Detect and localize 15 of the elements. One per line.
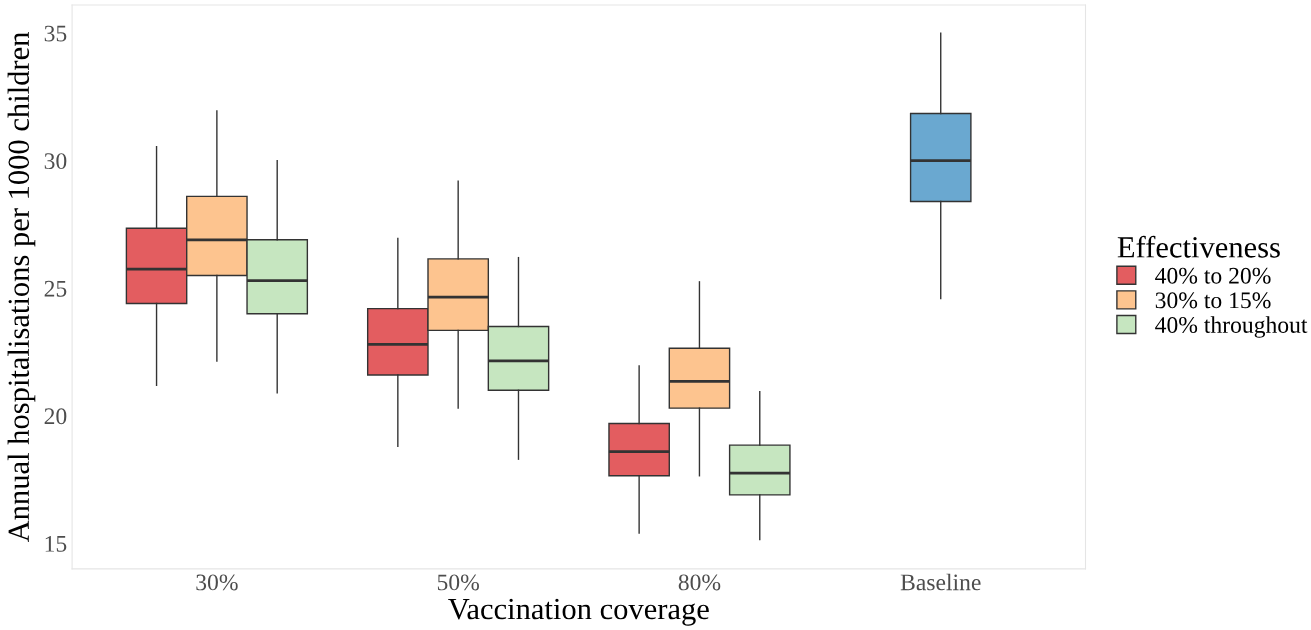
y-tick-label: 35 xyxy=(44,25,67,42)
x-tick-label: Baseline xyxy=(900,573,981,591)
legend-label: 40% throughout xyxy=(1155,316,1308,338)
x-tick-label: 30% xyxy=(196,574,238,591)
legend-label: 40% to 20% xyxy=(1155,267,1271,284)
x-axis-title: Vaccination coverage xyxy=(448,598,709,626)
y-tick-label: 25 xyxy=(44,280,67,297)
y-axis-title: Annual hospitalisations per 1000 children xyxy=(7,32,36,543)
legend-label: 30% to 15% xyxy=(1155,292,1271,309)
x-tick-label: 80% xyxy=(678,574,721,591)
x-tick-label: 50% xyxy=(437,574,479,591)
y-tick-label: 15 xyxy=(45,535,67,552)
legend-title: Effectiveness xyxy=(1117,235,1280,258)
y-tick-label: 20 xyxy=(44,408,67,425)
y-tick-label: 30 xyxy=(44,153,67,170)
